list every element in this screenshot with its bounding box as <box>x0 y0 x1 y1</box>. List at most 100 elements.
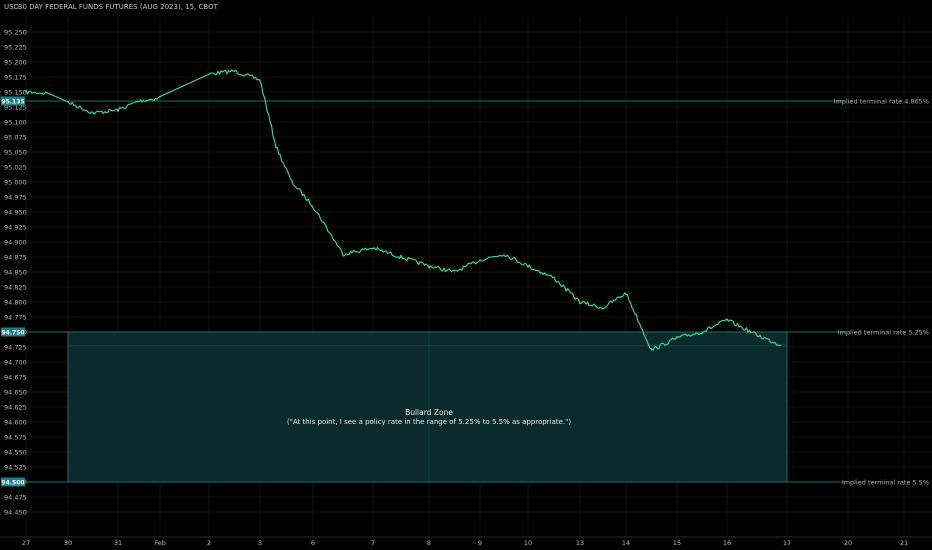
zone-rect <box>67 331 788 483</box>
price-point <box>208 73 210 75</box>
price-point <box>46 92 48 94</box>
price-tags: 95.135 94.750 94.500 <box>1 96 25 487</box>
y-tick-label: 94.475 <box>4 494 27 502</box>
price-point <box>0 96 1 98</box>
price-point <box>780 344 782 346</box>
price-point <box>233 70 236 72</box>
y-tick-label: 94.925 <box>4 224 27 232</box>
price-point <box>67 101 69 103</box>
x-tick-label: 10 <box>524 539 532 547</box>
y-tick-label: 94.875 <box>4 254 27 262</box>
x-tick-label: 20 <box>844 539 852 547</box>
y-tick-label: 94.825 <box>4 284 27 292</box>
y-tick-label: 94.650 <box>4 389 27 397</box>
chart-title: 30 DAY FEDERAL FUNDS FUTURES (AUG 2023),… <box>18 3 218 11</box>
price-point <box>92 112 94 114</box>
y-tick-label: 94.525 <box>4 464 27 472</box>
y-tick-label: 94.950 <box>4 209 27 217</box>
price-point <box>312 205 314 207</box>
price-point <box>400 256 402 258</box>
x-tick-label: 8 <box>427 539 431 547</box>
y-tick-label: 95.050 <box>4 149 27 157</box>
x-tick-label: 31 <box>114 539 122 547</box>
price-tag-label: 95.135 <box>1 99 24 106</box>
terminal-rate-label: Implied terminal rate 5.5% <box>842 479 929 487</box>
price-point <box>0 91 1 93</box>
x-tick-label: Feb <box>154 539 166 547</box>
y-tick-label: 95.175 <box>4 74 27 82</box>
price-tag-label: 94.500 <box>1 480 24 487</box>
x-tick-label: 7 <box>371 539 375 547</box>
terminal-rate-label: Implied terminal rate 4.865% <box>834 98 929 106</box>
terminal-rate-lines: Implied terminal rate 4.865% Implied term… <box>26 98 929 487</box>
price-point <box>453 271 456 273</box>
price-point <box>0 97 1 99</box>
price-point <box>117 109 119 111</box>
price-point <box>676 337 678 339</box>
price-point <box>372 247 374 249</box>
y-tick-label: 94.550 <box>4 449 27 457</box>
x-axis: 27 30 31 Feb 2 3 6 7 8 9 10 13 14 15 16 17 20 21 <box>0 536 932 547</box>
x-tick-label: 30 <box>64 539 72 547</box>
price-point <box>602 307 604 309</box>
x-tick-label: 14 <box>622 539 630 547</box>
price-series <box>0 69 782 351</box>
price-tag-label: 94.750 <box>1 330 24 337</box>
price-tag-bg <box>1 327 25 337</box>
price-point <box>625 292 627 294</box>
price-point <box>701 331 703 333</box>
y-tick-label: 94.700 <box>4 359 27 367</box>
y-tick-label: 94.800 <box>4 299 27 307</box>
y-tick-label: 94.450 <box>4 509 27 517</box>
y-tick-label: 94.600 <box>4 419 27 427</box>
price-point <box>25 91 27 93</box>
bullard-zone: Bullard Zone("At this point, I see a pol… <box>67 331 788 483</box>
x-tick-label: 17 <box>783 539 791 547</box>
y-tick-label: 94.900 <box>4 239 27 247</box>
price-point <box>726 319 728 321</box>
price-tag-bg <box>1 477 25 487</box>
price-point <box>259 79 261 81</box>
y-tick-label: 95.225 <box>4 44 27 52</box>
price-point <box>503 253 505 255</box>
y-tick-label: 94.975 <box>4 194 27 202</box>
y-tick-label: 95.250 <box>4 29 27 37</box>
y-tick-label: 95.200 <box>4 59 27 67</box>
x-tick-label: 3 <box>258 539 262 547</box>
y-tick-label: 95.100 <box>4 119 27 127</box>
price-point <box>138 100 140 102</box>
price-point <box>553 277 555 279</box>
price-point <box>428 265 430 267</box>
y-tick-label: 95.075 <box>4 134 27 142</box>
y-tick-label: 95.000 <box>4 179 27 187</box>
terminal-rate-label: Implied terminal rate 5.25% <box>838 329 929 337</box>
y-tick-label: 94.625 <box>4 404 27 412</box>
price-tag-bg <box>1 96 25 106</box>
x-tick-label: 27 <box>22 539 30 547</box>
x-tick-label: 6 <box>311 539 315 547</box>
x-tick-label: 16 <box>723 539 731 547</box>
price-point <box>527 265 529 267</box>
x-tick-label: 13 <box>576 539 584 547</box>
zone-label-title: Bullard Zone <box>405 408 453 417</box>
x-tick-label: 21 <box>900 539 908 547</box>
y-tick-label: 94.725 <box>4 344 27 352</box>
x-tick-label: 2 <box>207 539 211 547</box>
y-tick-label: 95.125 <box>4 104 27 112</box>
x-tick-label: 9 <box>478 539 482 547</box>
price-point <box>650 349 653 351</box>
price-point <box>579 301 581 303</box>
y-tick-label: 94.775 <box>4 314 27 322</box>
price-point <box>479 259 481 261</box>
price-line <box>25 69 782 351</box>
price-point <box>275 145 277 147</box>
y-axis: 95.25095.22595.20095.17595.15095.12595.1… <box>4 29 27 517</box>
price-point <box>291 181 293 183</box>
y-tick-label: 94.575 <box>4 434 27 442</box>
unit-label: USD <box>4 3 19 11</box>
price-point <box>756 334 758 336</box>
price-point <box>342 253 344 255</box>
y-tick-label: 94.850 <box>4 269 27 277</box>
y-tick-label: 95.025 <box>4 164 27 172</box>
